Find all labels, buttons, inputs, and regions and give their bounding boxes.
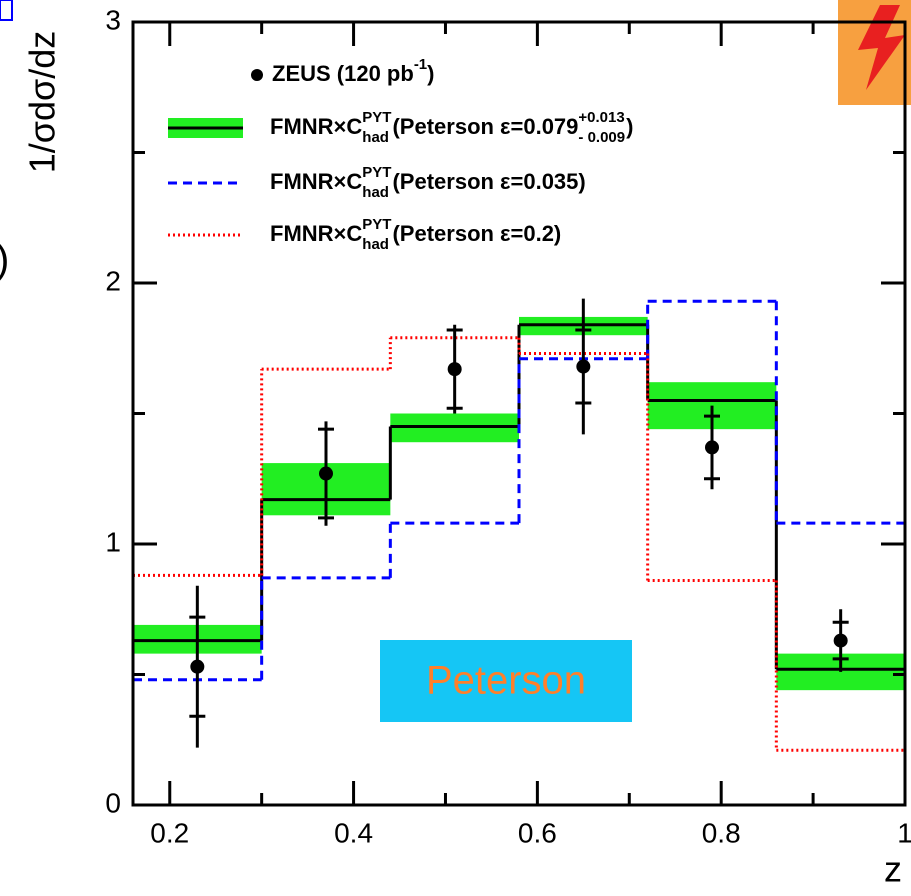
legend-label: had <box>362 184 389 201</box>
legend-label: PYT <box>362 216 391 233</box>
legend-entry: ZEUS (120 pb -1) <box>251 56 434 86</box>
y-tick-label: 1 <box>105 526 121 557</box>
legend-label: +0.013 <box>578 109 624 126</box>
x-tick-label: 1 <box>897 817 911 848</box>
legend-label: FMNR×C <box>270 114 362 139</box>
legend-entry: FMNR×C PYT had (Peterson ε=0.2) <box>168 216 561 253</box>
legend-label: PYT <box>362 109 391 126</box>
legend-label: FMNR×C <box>270 169 362 194</box>
fragment-box <box>0 0 13 21</box>
legend-label: (Peterson ε=0.2) <box>392 221 561 246</box>
legend-label: (Peterson ε=0.079 <box>392 114 578 139</box>
x-axis-label: z <box>884 849 902 890</box>
annotation: Peterson <box>426 659 586 703</box>
legend-label: PYT <box>362 164 391 181</box>
side-text: ) <box>0 238 9 282</box>
legend-entry: FMNR×C PYT had (Peterson ε=0.035) <box>168 164 586 201</box>
legend-label: - 0.009 <box>578 129 625 146</box>
data-point <box>447 362 462 377</box>
data-point <box>190 659 205 674</box>
data-point <box>576 359 591 374</box>
y-tick-label: 2 <box>105 265 121 296</box>
logo <box>838 0 911 105</box>
legend-label: -1 <box>414 56 427 73</box>
data-point <box>319 466 333 481</box>
legend-marker <box>251 69 263 81</box>
legend-label: had <box>362 236 389 253</box>
logo-bolt <box>858 5 905 90</box>
data-point <box>833 633 848 648</box>
legend-entry: FMNR×C PYT had (Peterson ε=0.079 +0.013 - 0.0… <box>168 109 633 146</box>
legend-label: had <box>362 129 389 146</box>
x-tick-label: 0.2 <box>150 817 189 848</box>
plot-area: Peterson <box>131 298 905 805</box>
legend-label: ) <box>427 61 434 86</box>
annotation-box <box>380 640 632 722</box>
legend-label: ZEUS (120 pb <box>272 61 414 86</box>
y-axis-label: 1/σdσ/dz <box>22 31 63 174</box>
y-tick-label: 0 <box>105 787 121 818</box>
x-tick-label: 0.4 <box>334 817 373 848</box>
data-point <box>705 440 719 455</box>
x-tick-label: 0.8 <box>702 817 741 848</box>
legend-label: (Peterson ε=0.035) <box>392 169 585 194</box>
y-tick-label: 3 <box>105 4 121 35</box>
legend-label: FMNR×C <box>270 221 362 246</box>
legend-label: ) <box>626 114 633 139</box>
x-tick-label: 0.6 <box>518 817 557 848</box>
